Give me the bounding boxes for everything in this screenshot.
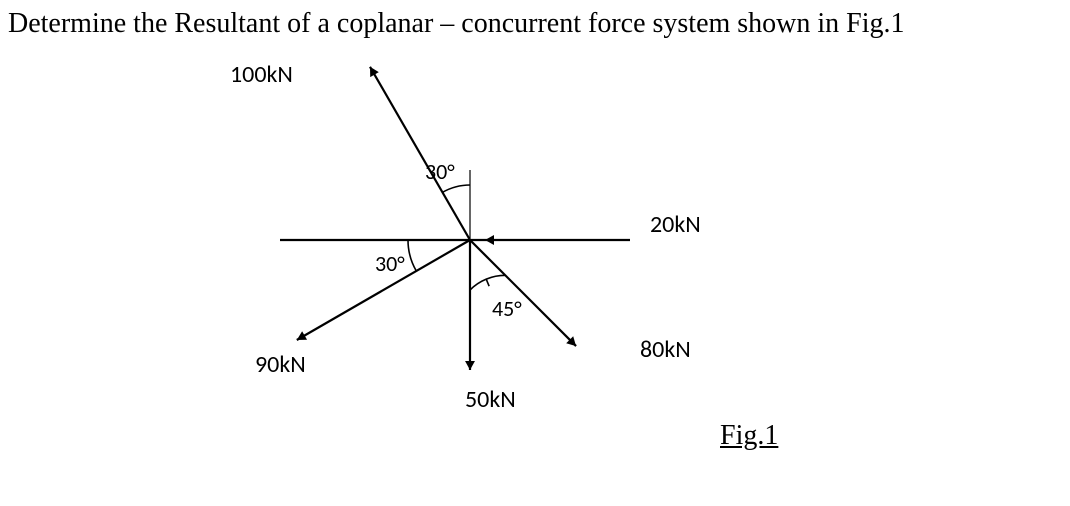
problem-title: Determine the Resultant of a coplanar – …: [8, 8, 905, 40]
force-label-100kn: 100kN: [230, 60, 293, 89]
force-label-50kn: 50kN: [465, 385, 516, 414]
force-diagram: 100kN 20kN 80kN 50kN 90kN 30° 30° 45°: [200, 50, 820, 450]
force-label-80kn: 80kN: [640, 335, 691, 364]
page-root: { "title": "Determine the Resultant of a…: [0, 0, 1070, 506]
force-label-20kn: 20kN: [650, 210, 701, 239]
angle-label-45: 45°: [492, 295, 522, 322]
figure-caption: Fig.1: [720, 420, 778, 452]
angle-label-30-top: 30°: [425, 158, 455, 185]
force-label-90kn: 90kN: [255, 350, 306, 379]
angle-label-30-left: 30°: [375, 250, 405, 277]
